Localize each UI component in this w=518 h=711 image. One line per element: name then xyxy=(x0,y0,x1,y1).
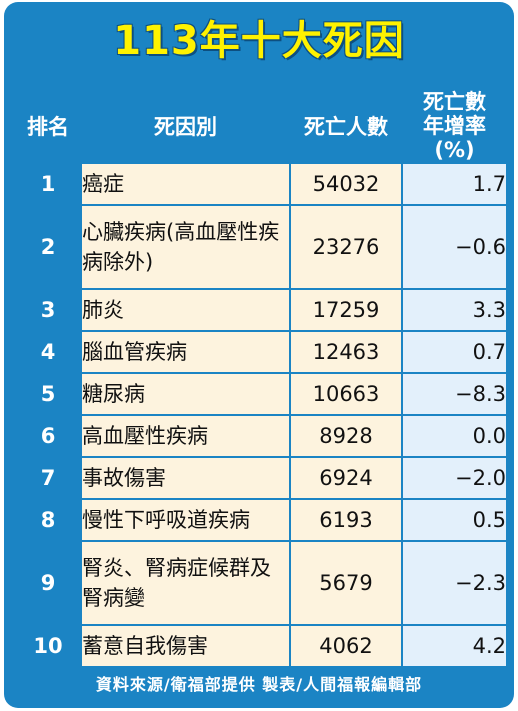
rank-cell: 3 xyxy=(14,288,82,332)
table-row: 1 癌症 54032 1.7 xyxy=(14,162,508,206)
table-row: 2 心臟疾病(高血壓性疾病除外) 23276 −0.6 xyxy=(14,204,508,290)
cause-cell: 癌症 xyxy=(80,162,291,206)
header-row: 排名 死因別 死亡人數 死亡數 年增率(%) xyxy=(14,88,508,164)
header-rate-line1: 死亡數 xyxy=(423,90,486,114)
cause-cell: 高血壓性疾病 xyxy=(80,414,291,458)
deaths-cell: 23276 xyxy=(289,204,403,290)
cause-cell: 糖尿病 xyxy=(80,372,291,416)
deaths-cell: 12463 xyxy=(289,330,403,374)
table-row: 7 事故傷害 6924 −2.0 xyxy=(14,456,508,500)
rate-cell: 3.3 xyxy=(401,288,508,332)
table-row: 3 肺炎 17259 3.3 xyxy=(14,288,508,332)
rank-cell: 4 xyxy=(14,330,82,374)
deaths-cell: 4062 xyxy=(289,624,403,668)
table-row: 10 蓄意自我傷害 4062 4.2 xyxy=(14,624,508,668)
rate-cell: 0.0 xyxy=(401,414,508,458)
deaths-cell: 6193 xyxy=(289,498,403,542)
rank-cell: 6 xyxy=(14,414,82,458)
cause-cell: 心臟疾病(高血壓性疾病除外) xyxy=(80,204,291,290)
death-causes-table: 排名 死因別 死亡人數 死亡數 年增率(%) 1 癌症 54032 1.7 2 … xyxy=(14,88,508,668)
header-rank: 排名 xyxy=(14,88,82,164)
table-row: 9 腎炎、腎病症候群及腎病變 5679 −2.3 xyxy=(14,540,508,626)
deaths-cell: 6924 xyxy=(289,456,403,500)
rate-cell: 1.7 xyxy=(401,162,508,206)
table-row: 8 慢性下呼吸道疾病 6193 0.5 xyxy=(14,498,508,542)
header-rate-line2: 年增率(%) xyxy=(423,114,486,162)
cause-cell: 腎炎、腎病症候群及腎病變 xyxy=(80,540,291,626)
header-cause: 死因別 xyxy=(80,88,291,164)
header-rate: 死亡數 年增率(%) xyxy=(401,88,508,164)
deaths-cell: 17259 xyxy=(289,288,403,332)
deaths-cell: 5679 xyxy=(289,540,403,626)
rank-cell: 1 xyxy=(14,162,82,206)
header-deaths: 死亡人數 xyxy=(289,88,403,164)
rank-cell: 9 xyxy=(14,540,82,626)
deaths-cell: 8928 xyxy=(289,414,403,458)
rate-cell: −8.3 xyxy=(401,372,508,416)
rate-cell: −2.0 xyxy=(401,456,508,500)
rank-cell: 5 xyxy=(14,372,82,416)
cause-cell: 蓄意自我傷害 xyxy=(80,624,291,668)
rate-cell: 4.2 xyxy=(401,624,508,668)
chart-title: 113年十大死因 xyxy=(113,18,405,64)
rate-cell: 0.7 xyxy=(401,330,508,374)
rank-cell: 10 xyxy=(14,624,82,668)
rank-cell: 7 xyxy=(14,456,82,500)
rank-cell: 2 xyxy=(14,204,82,290)
deaths-cell: 54032 xyxy=(289,162,403,206)
chart-card: 113年十大死因 排名 死因別 死亡人數 死亡數 年增率(%) 1 癌症 xyxy=(4,2,514,708)
table-row: 6 高血壓性疾病 8928 0.0 xyxy=(14,414,508,458)
rank-cell: 8 xyxy=(14,498,82,542)
table-row: 4 腦血管疾病 12463 0.7 xyxy=(14,330,508,374)
table-row: 5 糖尿病 10663 −8.3 xyxy=(14,372,508,416)
source-footer: 資料來源/衛福部提供 製表/人間福報編輯部 xyxy=(95,675,423,694)
cause-cell: 肺炎 xyxy=(80,288,291,332)
cause-cell: 慢性下呼吸道疾病 xyxy=(80,498,291,542)
rate-cell: −0.6 xyxy=(401,204,508,290)
rate-cell: 0.5 xyxy=(401,498,508,542)
deaths-cell: 10663 xyxy=(289,372,403,416)
cause-cell: 事故傷害 xyxy=(80,456,291,500)
rate-cell: −2.3 xyxy=(401,540,508,626)
cause-cell: 腦血管疾病 xyxy=(80,330,291,374)
